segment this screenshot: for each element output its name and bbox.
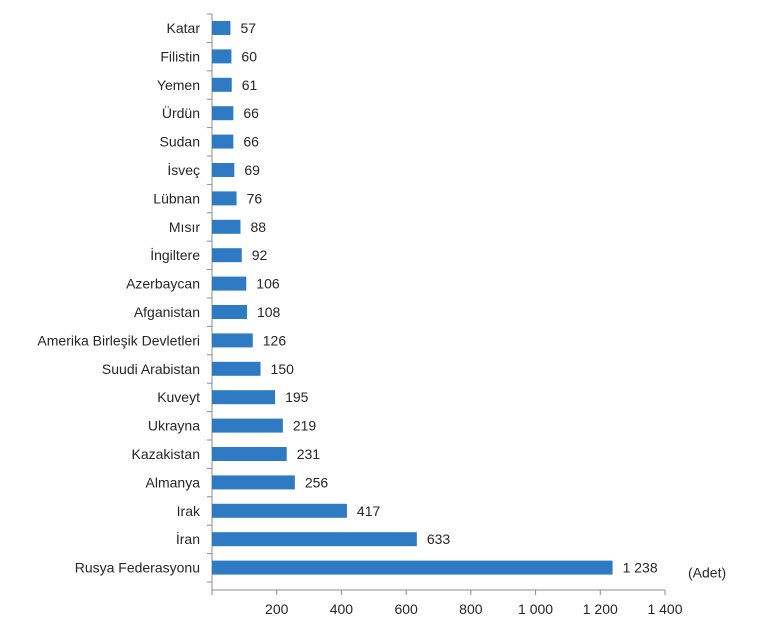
x-tick-label: 1 000 xyxy=(518,601,553,617)
category-label: Afganistan xyxy=(134,304,200,320)
value-label: 66 xyxy=(243,134,259,150)
bar xyxy=(212,532,417,547)
category-label: Suudi Arabistan xyxy=(102,361,200,377)
category-label: Katar xyxy=(167,20,201,36)
value-label: 88 xyxy=(250,219,266,235)
bar xyxy=(212,219,241,234)
category-label: Ukrayna xyxy=(148,418,200,434)
value-label: 92 xyxy=(252,247,268,263)
bar xyxy=(212,134,234,149)
bar xyxy=(212,361,261,376)
x-tick-label: 1 200 xyxy=(583,601,618,617)
bar xyxy=(212,305,247,319)
category-label: Ürdün xyxy=(162,104,200,121)
value-label: 69 xyxy=(244,162,260,178)
value-label: 219 xyxy=(293,418,317,434)
category-label: Filistin xyxy=(160,48,200,64)
bar xyxy=(212,475,295,490)
value-label: 231 xyxy=(297,446,321,462)
bar xyxy=(212,447,287,461)
labels-layer: Katar 57 Filistin 60 Yemen 61 Ürdün 66 Sudan 66 İs… xyxy=(37,20,657,576)
value-label: 60 xyxy=(241,48,257,64)
bar xyxy=(212,163,235,177)
bar xyxy=(212,248,242,263)
category-label: Mısır xyxy=(169,219,200,235)
bar xyxy=(212,106,234,121)
value-label: 150 xyxy=(271,361,295,377)
value-label: 633 xyxy=(427,531,451,547)
category-label: Azerbaycan xyxy=(126,276,200,292)
category-label: Yemen xyxy=(157,77,200,93)
category-label: Lübnan xyxy=(153,190,200,206)
bar xyxy=(212,503,347,518)
category-label: Kuveyt xyxy=(157,389,200,405)
bar xyxy=(212,77,232,92)
x-tick-label: 800 xyxy=(459,601,483,617)
value-label: 61 xyxy=(242,77,258,93)
value-label: 106 xyxy=(256,276,280,292)
category-label: Kazakistan xyxy=(132,446,200,462)
value-label: 417 xyxy=(357,503,381,519)
category-label: İsveç xyxy=(167,161,200,178)
value-label: 256 xyxy=(305,474,329,490)
axes-layer: 200 400 600 800 1 000 1 200 1 400 xyxy=(207,13,683,617)
value-label: 66 xyxy=(243,105,259,121)
value-label: 195 xyxy=(285,389,309,405)
category-label: Irak xyxy=(177,503,201,519)
value-label: 1 238 xyxy=(623,560,658,576)
bar xyxy=(212,418,283,433)
category-label: Sudan xyxy=(160,134,200,150)
category-label: İngiltere xyxy=(150,246,200,263)
bar xyxy=(212,49,232,64)
bar xyxy=(212,21,231,35)
x-axis-unit-label: (Adet) xyxy=(688,565,726,581)
value-label: 126 xyxy=(263,332,287,348)
x-tick-label: 200 xyxy=(265,601,289,617)
x-tick-label: 600 xyxy=(394,601,418,617)
x-tick-label: 400 xyxy=(330,601,354,617)
bars-layer xyxy=(212,21,613,575)
category-label: Amerika Birleşik Devletleri xyxy=(37,332,200,348)
category-label: Almanya xyxy=(146,474,201,490)
value-label: 57 xyxy=(240,20,256,36)
category-label: İran xyxy=(176,530,200,547)
value-label: 76 xyxy=(247,190,263,206)
x-tick-label: 1 400 xyxy=(647,601,682,617)
bar xyxy=(212,560,613,575)
bar xyxy=(212,276,247,291)
bar xyxy=(212,333,253,348)
category-label: Rusya Federasyonu xyxy=(75,560,200,576)
bar xyxy=(212,191,237,206)
bar xyxy=(212,390,276,405)
value-label: 108 xyxy=(257,304,281,320)
